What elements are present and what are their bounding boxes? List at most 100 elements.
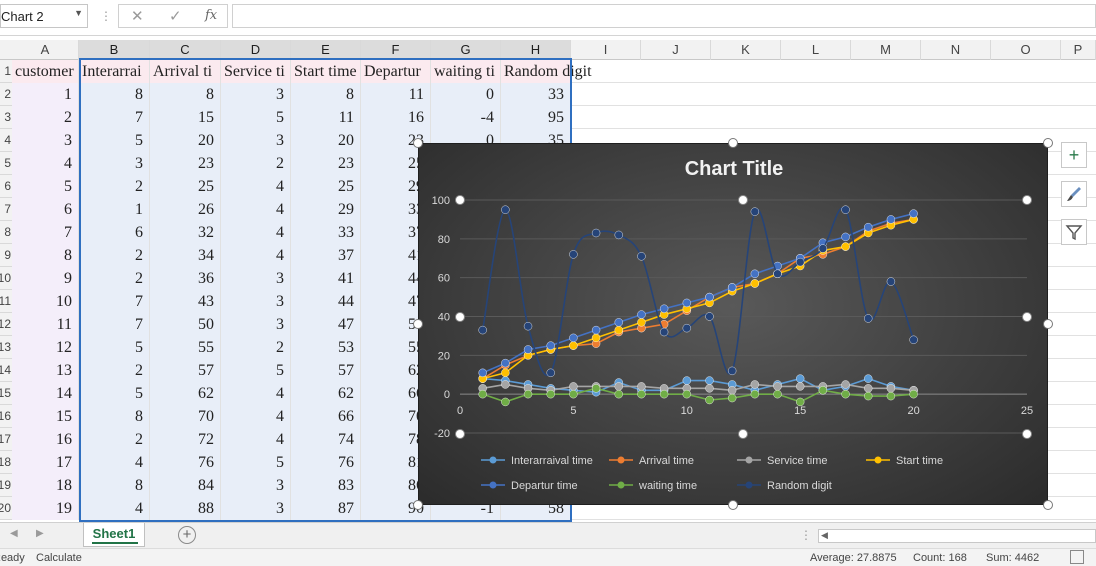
table-cell[interactable]: -4: [431, 106, 501, 129]
table-cell[interactable]: 3: [221, 83, 291, 106]
tab-sheet1[interactable]: Sheet1: [83, 523, 145, 547]
table-cell[interactable]: 20: [291, 129, 361, 152]
table-cell[interactable]: 0: [431, 83, 501, 106]
table-cell[interactable]: 62: [150, 382, 221, 405]
table-cell[interactable]: 1: [79, 198, 150, 221]
table-cell[interactable]: 2: [79, 428, 150, 451]
table-cell[interactable]: 17: [12, 451, 79, 474]
row-header[interactable]: 18: [0, 451, 12, 474]
table-cell[interactable]: 20: [150, 129, 221, 152]
table-cell[interactable]: 43: [150, 290, 221, 313]
table-cell[interactable]: 1: [12, 83, 79, 106]
table-cell[interactable]: 44: [291, 290, 361, 313]
table-cell[interactable]: 16: [361, 106, 431, 129]
table-cell[interactable]: 4: [221, 221, 291, 244]
header-cell[interactable]: Start time: [291, 60, 361, 83]
column-header-b[interactable]: B: [79, 40, 150, 60]
table-cell[interactable]: 36: [150, 267, 221, 290]
more-options-icon[interactable]: ⋮: [800, 528, 812, 542]
table-cell[interactable]: 3: [221, 290, 291, 313]
table-cell[interactable]: 4: [221, 175, 291, 198]
horizontal-scrollbar[interactable]: ◀: [818, 529, 1096, 543]
table-cell[interactable]: 23: [291, 152, 361, 175]
table-cell[interactable]: 4: [221, 244, 291, 267]
table-cell[interactable]: 29: [291, 198, 361, 221]
table-cell[interactable]: 2: [221, 152, 291, 175]
check-icon[interactable]: ✓: [169, 8, 182, 25]
chart-elements-button[interactable]: +: [1061, 142, 1087, 168]
table-cell[interactable]: 87: [291, 497, 361, 520]
column-header-j[interactable]: J: [641, 40, 711, 60]
table-cell[interactable]: 5: [79, 129, 150, 152]
more-options-icon[interactable]: ⋮: [100, 9, 112, 23]
row-header[interactable]: 6: [0, 175, 12, 198]
table-cell[interactable]: 4: [79, 451, 150, 474]
table-cell[interactable]: 57: [150, 359, 221, 382]
table-cell[interactable]: 11: [291, 106, 361, 129]
table-cell[interactable]: 5: [79, 382, 150, 405]
table-cell[interactable]: 4: [221, 405, 291, 428]
table-cell[interactable]: 4: [221, 382, 291, 405]
row-header[interactable]: 7: [0, 198, 12, 221]
column-header-g[interactable]: G: [431, 40, 501, 60]
table-cell[interactable]: 76: [150, 451, 221, 474]
table-cell[interactable]: 25: [150, 175, 221, 198]
chart-filters-button[interactable]: [1061, 219, 1087, 245]
table-cell[interactable]: 50: [150, 313, 221, 336]
table-cell[interactable]: 11: [361, 83, 431, 106]
column-header-e[interactable]: E: [291, 40, 361, 60]
row-header[interactable]: 1: [0, 60, 12, 83]
table-cell[interactable]: 5: [221, 106, 291, 129]
table-cell[interactable]: 15: [12, 405, 79, 428]
row-header[interactable]: 5: [0, 152, 12, 175]
row-header[interactable]: 9: [0, 244, 12, 267]
resize-handle-ml[interactable]: [413, 319, 423, 329]
table-cell[interactable]: 18: [12, 474, 79, 497]
table-cell[interactable]: 5: [221, 451, 291, 474]
resize-handle-tm[interactable]: [728, 138, 738, 148]
table-cell[interactable]: 2: [221, 336, 291, 359]
table-cell[interactable]: 3: [221, 313, 291, 336]
cancel-icon[interactable]: ✕: [131, 8, 144, 25]
scroll-right-icon[interactable]: ▶: [36, 528, 44, 539]
row-header[interactable]: 11: [0, 290, 12, 313]
row-header[interactable]: 14: [0, 359, 12, 382]
formula-input[interactable]: [232, 4, 1096, 28]
table-cell[interactable]: 15: [150, 106, 221, 129]
table-cell[interactable]: 3: [221, 497, 291, 520]
row-header[interactable]: 13: [0, 336, 12, 359]
table-cell[interactable]: 72: [150, 428, 221, 451]
table-cell[interactable]: 6: [12, 198, 79, 221]
table-cell[interactable]: 11: [12, 313, 79, 336]
table-cell[interactable]: 55: [150, 336, 221, 359]
table-cell[interactable]: 3: [79, 152, 150, 175]
row-header[interactable]: 4: [0, 129, 12, 152]
table-cell[interactable]: 23: [150, 152, 221, 175]
header-cell[interactable]: customer: [12, 60, 79, 83]
table-cell[interactable]: 2: [79, 244, 150, 267]
row-header[interactable]: 20: [0, 497, 12, 520]
header-cell[interactable]: Interarrai: [79, 60, 150, 83]
table-cell[interactable]: 7: [79, 106, 150, 129]
table-cell[interactable]: 37: [291, 244, 361, 267]
column-header-k[interactable]: K: [711, 40, 781, 60]
table-cell[interactable]: 25: [291, 175, 361, 198]
table-cell[interactable]: 76: [291, 451, 361, 474]
table-cell[interactable]: 5: [221, 359, 291, 382]
table-cell[interactable]: 62: [291, 382, 361, 405]
header-cell[interactable]: Arrival ti: [150, 60, 221, 83]
column-header-m[interactable]: M: [851, 40, 921, 60]
row-header[interactable]: 16: [0, 405, 12, 428]
table-cell[interactable]: 83: [291, 474, 361, 497]
table-cell[interactable]: 4: [12, 152, 79, 175]
column-header-d[interactable]: D: [221, 40, 291, 60]
table-cell[interactable]: 7: [79, 290, 150, 313]
header-cell[interactable]: Departur: [361, 60, 431, 83]
table-cell[interactable]: 33: [501, 83, 571, 106]
row-header[interactable]: 10: [0, 267, 12, 290]
status-calculate[interactable]: Calculate: [36, 552, 82, 564]
table-cell[interactable]: 66: [291, 405, 361, 428]
row-header[interactable]: 17: [0, 428, 12, 451]
name-box[interactable]: Chart 2 ▼: [0, 4, 88, 28]
table-cell[interactable]: 74: [291, 428, 361, 451]
